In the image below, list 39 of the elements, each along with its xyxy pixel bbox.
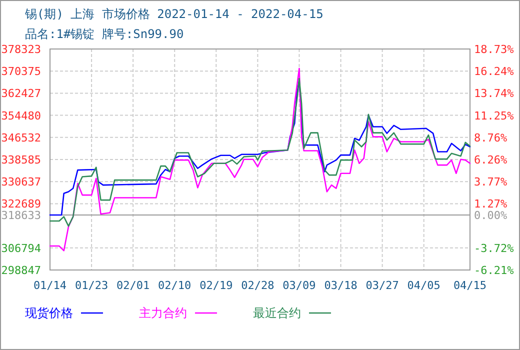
y-tick-label: 362427 — [1, 87, 41, 100]
x-tick-label: 04/05 — [407, 279, 440, 292]
x-tick-label: 03/09 — [282, 279, 316, 292]
y2-tick-label: 3.77% — [474, 176, 508, 189]
x-tick-label: 03/27 — [366, 279, 399, 292]
x-tick-label: 02/28 — [241, 279, 274, 292]
y-tick-label: 370375 — [1, 65, 41, 78]
y2-tick-label: 13.74% — [474, 87, 514, 100]
x-tick-label: 03/18 — [324, 279, 358, 292]
x-tick-label: 04/15 — [453, 279, 487, 292]
y2-tick-label: 8.76% — [474, 131, 508, 144]
y2-tick-label: 11.25% — [474, 109, 514, 122]
legend-label: 现货价格 — [25, 306, 73, 320]
y-tick-label: 354480 — [1, 109, 41, 122]
y2-tick-label: 1.27% — [474, 198, 508, 211]
x-tick-label: 01/23 — [74, 279, 108, 292]
x-tick-label: 01/14 — [33, 279, 67, 292]
chart-subtitle: 品名:1#锡锭 牌号:Sn99.90 — [25, 27, 184, 41]
y-tick-label: 318633 — [1, 208, 41, 222]
y-tick-label: 330637 — [1, 176, 41, 189]
y-tick-label: 378323 — [1, 43, 41, 56]
x-tick-label: 02/19 — [200, 279, 233, 292]
y2-tick-label: 6.26% — [474, 154, 508, 166]
y-tick-label: 322689 — [1, 198, 41, 211]
y2-tick-label: 18.73% — [474, 43, 514, 56]
y-tick-label: 346532 — [1, 131, 41, 144]
legend-label: 主力合约 — [139, 306, 187, 320]
chart-title: 锡(期) 上海 市场价格 2022-01-14 - 2022-04-15 — [24, 7, 324, 21]
x-tick-label: 02/01 — [116, 279, 150, 292]
y-tick-label: 338585 — [1, 154, 41, 166]
legend-label: 最近合约 — [253, 306, 301, 320]
y2-tick-label: 0.00% — [474, 208, 508, 222]
y-tick-label: 298847 — [1, 264, 41, 277]
y2-tick-label: -6.21% — [474, 264, 514, 277]
x-tick-label: 02/10 — [158, 279, 192, 292]
y2-tick-label: 16.24% — [474, 65, 514, 78]
y-tick-label: 306794 — [1, 242, 42, 255]
line-series — [49, 68, 471, 252]
y2-tick-label: -3.72% — [474, 242, 514, 255]
